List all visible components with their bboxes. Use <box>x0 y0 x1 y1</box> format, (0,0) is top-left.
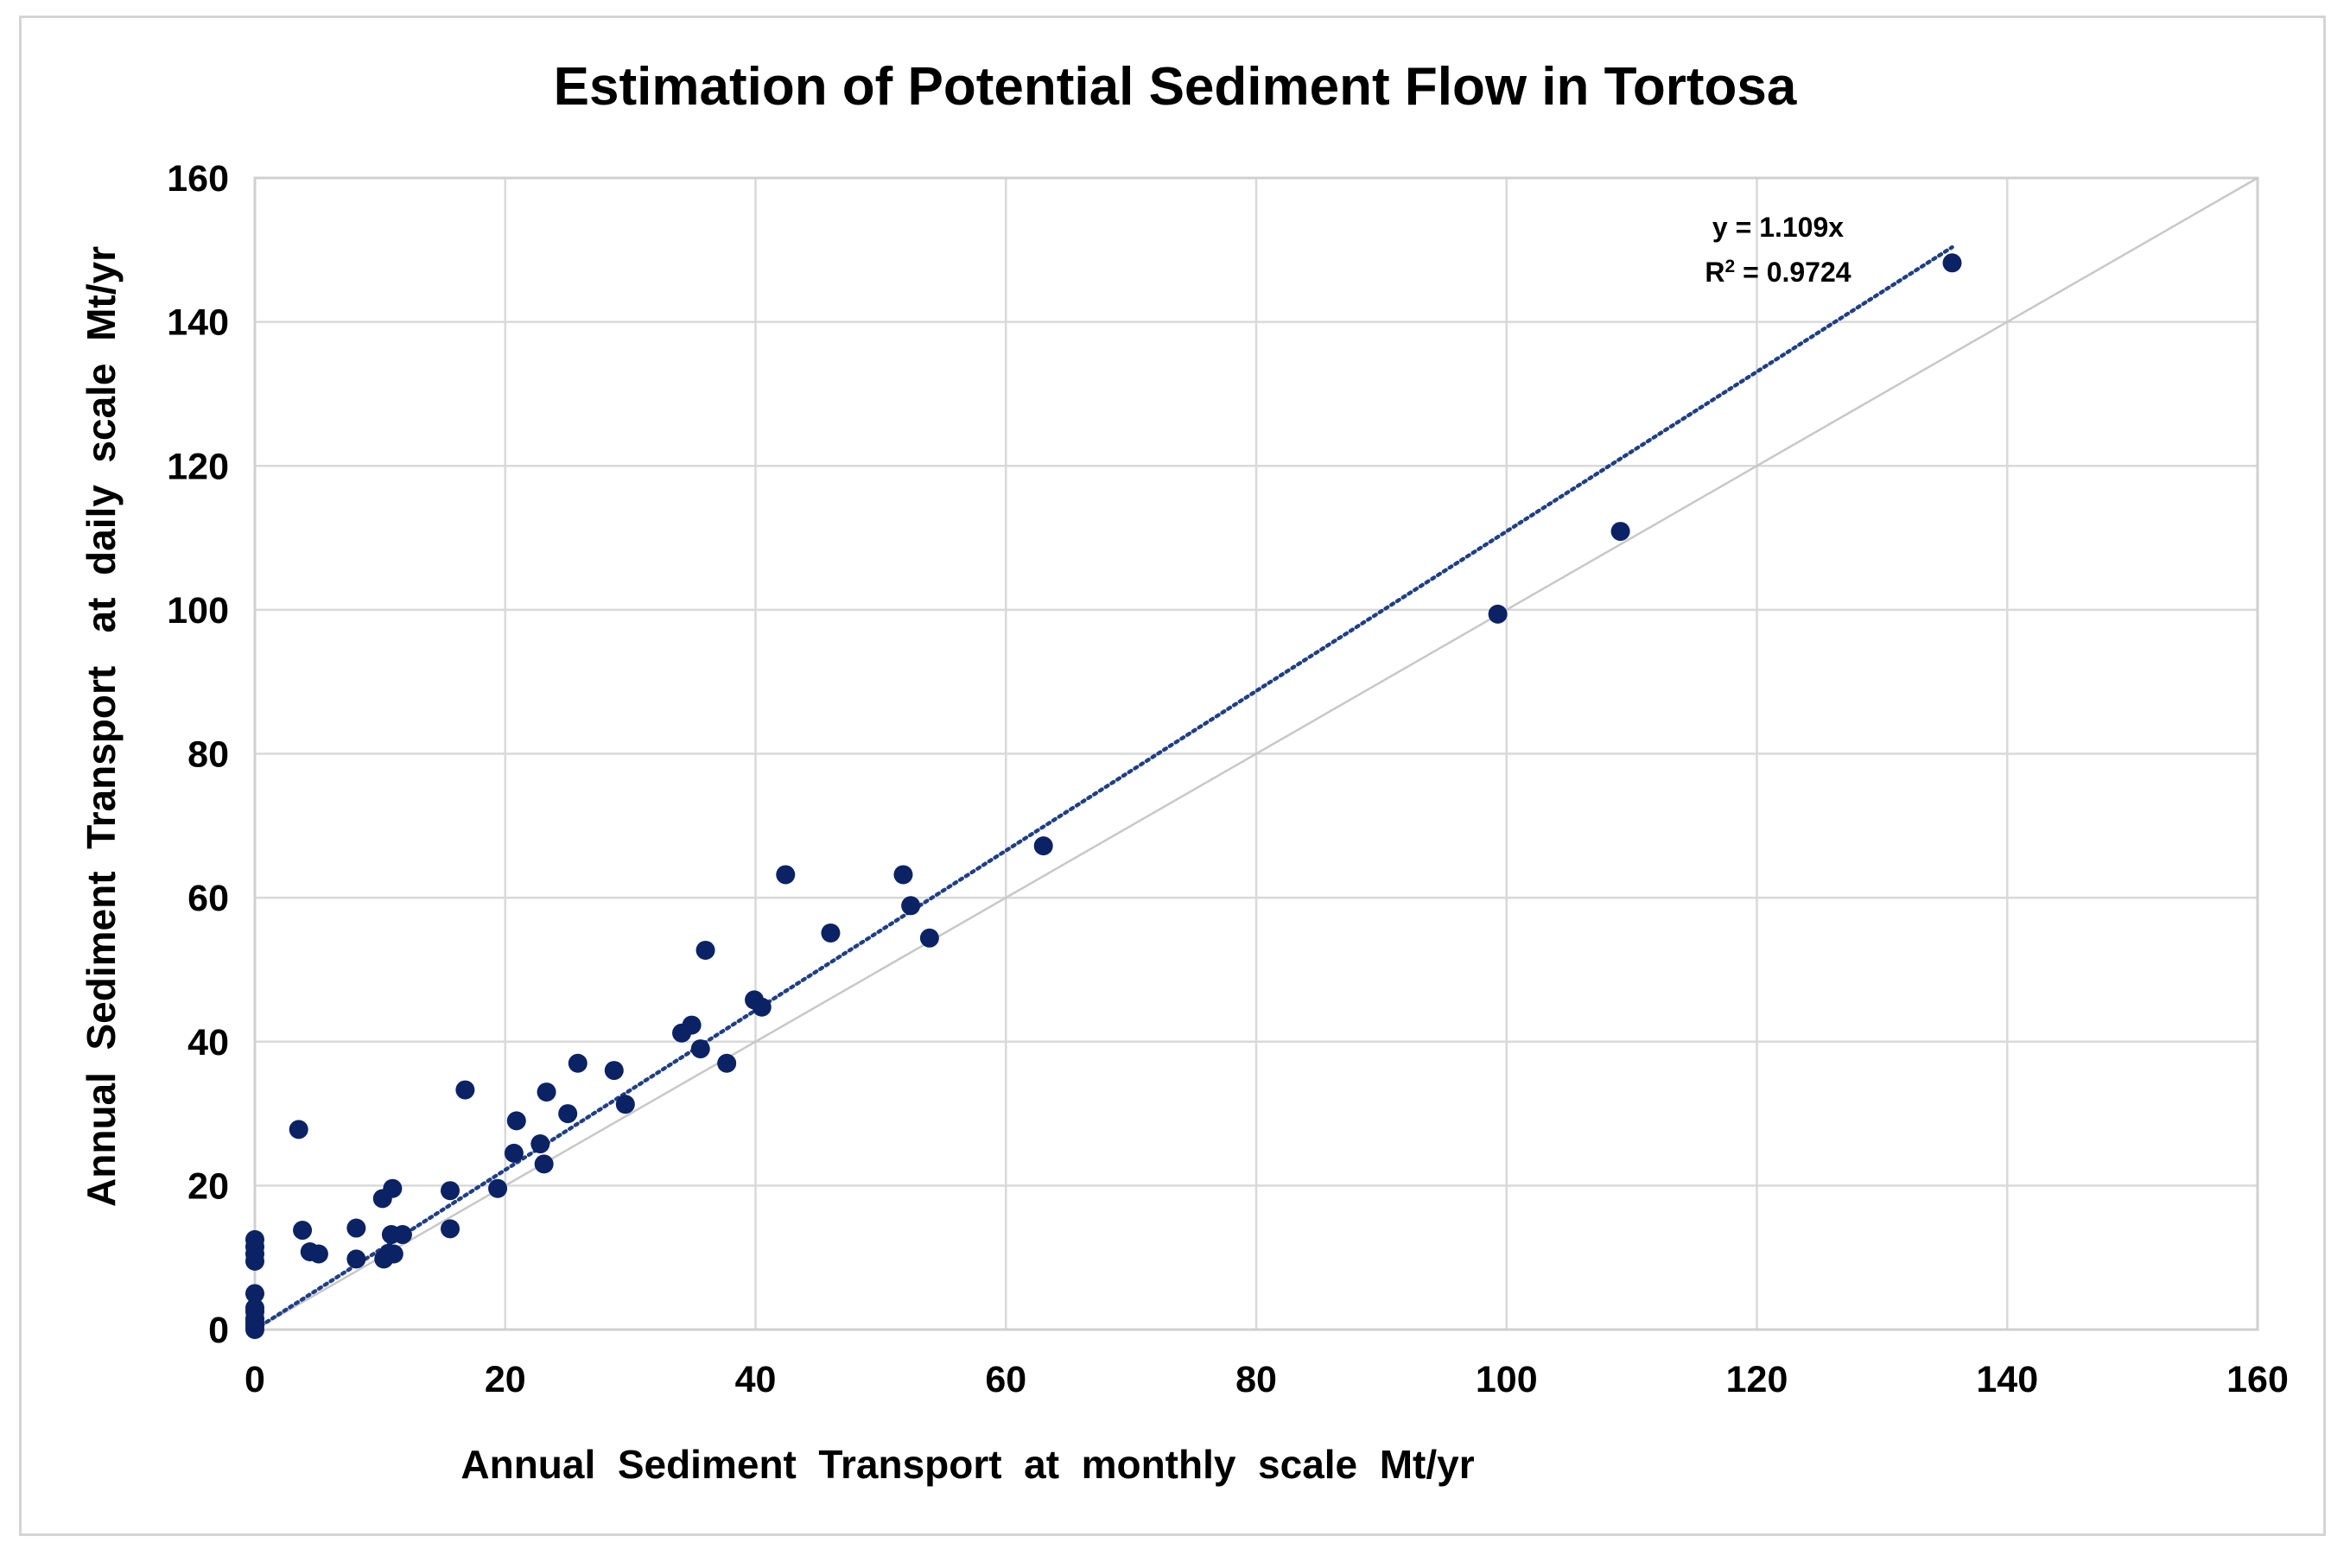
data-point <box>568 1053 588 1073</box>
data-point <box>346 1249 366 1269</box>
y-tick-labels: 0 20 40 60 80 100 120 140 160 <box>167 158 229 1351</box>
reference-line-y-equals-x <box>254 176 2258 1331</box>
y-tick-label: 80 <box>187 734 229 776</box>
x-tick-label: 120 <box>1726 1359 1788 1400</box>
y-tick-label: 120 <box>167 446 229 487</box>
y-tick-label: 160 <box>167 158 229 200</box>
data-point <box>695 940 715 960</box>
data-point <box>901 896 921 916</box>
data-point <box>615 1095 635 1114</box>
data-point <box>1033 836 1053 856</box>
data-point <box>504 1143 524 1163</box>
data-point <box>717 1053 737 1073</box>
data-point <box>682 1015 702 1035</box>
trendline-r-squared: R2 = 0.9724 <box>1705 257 1851 289</box>
x-tick-label: 60 <box>985 1359 1026 1400</box>
data-point <box>293 1221 313 1241</box>
data-point <box>1942 253 1962 273</box>
trendline-equation: y = 1.109x <box>1712 212 1844 243</box>
data-point <box>1488 604 1508 624</box>
y-tick-label: 60 <box>187 878 229 919</box>
x-axis-label: Annual Sediment Transport at monthly sca… <box>460 1442 1474 1487</box>
x-tick-label: 40 <box>735 1359 777 1400</box>
data-point <box>245 1284 264 1304</box>
data-point <box>346 1218 366 1238</box>
data-point <box>488 1178 508 1198</box>
data-point <box>441 1181 460 1201</box>
x-tick-label: 140 <box>1976 1359 2038 1400</box>
y-axis-label: Annual Sediment Transport at daily scale… <box>79 246 124 1207</box>
data-point <box>776 865 796 885</box>
data-point <box>384 1244 403 1264</box>
x-tick-label: 100 <box>1476 1359 1538 1400</box>
y-tick-label: 40 <box>187 1022 229 1063</box>
data-point <box>893 865 913 885</box>
x-tick-labels: 0 20 40 60 80 100 120 140 160 <box>245 1359 2289 1400</box>
data-point <box>506 1111 526 1131</box>
chart-frame: 0 20 40 60 80 100 120 140 160 0 20 40 60 80 100 120 140… <box>19 16 2326 1536</box>
data-point <box>245 1298 264 1318</box>
data-point <box>245 1229 264 1249</box>
data-point <box>690 1039 710 1059</box>
y-tick-label: 0 <box>208 1310 229 1351</box>
data-point <box>383 1178 403 1198</box>
data-points <box>245 253 1962 1339</box>
y-tick-label: 140 <box>167 302 229 344</box>
data-point <box>558 1104 578 1124</box>
trendline <box>252 244 1954 1332</box>
x-tick-label: 0 <box>245 1359 265 1400</box>
scatter-chart: 0 20 40 60 80 100 120 140 160 0 20 40 60 80 100 120 140… <box>79 57 2289 1487</box>
data-point <box>455 1080 475 1100</box>
x-tick-label: 160 <box>2226 1359 2289 1400</box>
plot-area-border <box>253 176 2259 1331</box>
y-tick-label: 20 <box>187 1165 229 1207</box>
data-point <box>289 1120 308 1139</box>
data-point <box>308 1244 328 1264</box>
data-point <box>530 1134 550 1154</box>
data-point <box>604 1061 624 1081</box>
x-tick-label: 20 <box>485 1359 526 1400</box>
y-tick-label: 100 <box>167 590 229 632</box>
data-point <box>534 1154 554 1174</box>
data-point <box>919 928 939 948</box>
data-point <box>821 923 841 943</box>
data-point <box>441 1219 460 1239</box>
chart-title: Estimation of Potential Sediment Flow in… <box>554 57 1797 117</box>
data-point <box>392 1225 412 1245</box>
data-point <box>752 997 772 1017</box>
x-tick-label: 80 <box>1235 1359 1277 1400</box>
data-point <box>1610 522 1630 542</box>
data-point <box>537 1082 556 1102</box>
